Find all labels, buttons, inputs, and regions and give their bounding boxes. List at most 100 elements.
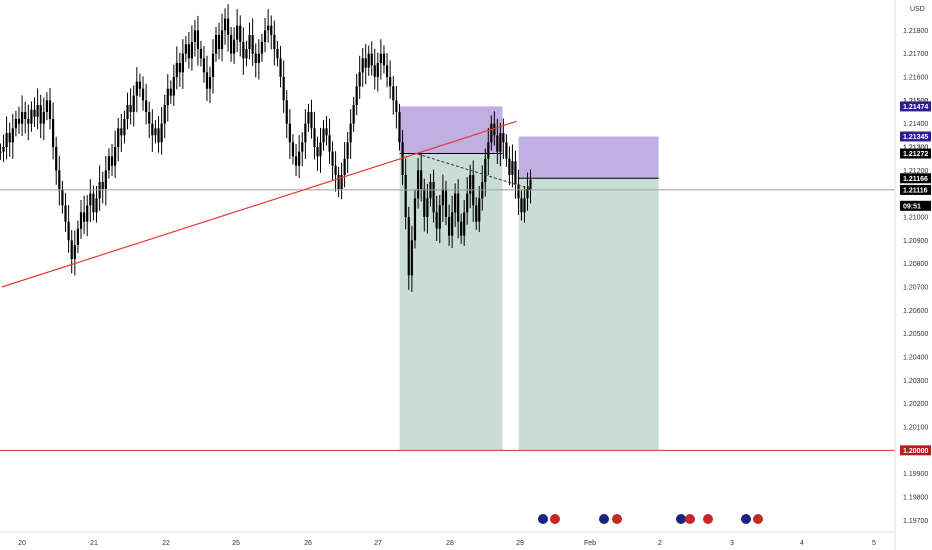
position-2-stop-zone[interactable] [518, 136, 659, 179]
candle [245, 40, 248, 67]
price-tag[interactable]: 1.21474 [900, 101, 931, 112]
candle [435, 195, 438, 242]
time-axis[interactable]: 20 21 22 25 26 27 28 29 Feb 2 3 4 5 [18, 540, 876, 547]
price-tick-label: 1.21200 [903, 168, 928, 175]
price-tag[interactable]: 1.21166 [900, 173, 931, 184]
candle-body [181, 53, 184, 73]
candle-body [64, 205, 67, 222]
price-tag[interactable]: 1.21272 [900, 148, 931, 159]
candle [126, 92, 129, 130]
candle-body [466, 193, 469, 213]
candle-body [229, 35, 233, 54]
candle [285, 90, 288, 139]
candle-body [490, 123, 493, 143]
candle [132, 85, 135, 127]
price-tick-label: 1.21800 [903, 28, 928, 35]
candle [14, 110, 18, 137]
candle-body [395, 100, 398, 112]
candle-body [30, 109, 33, 124]
price-tag-box [900, 184, 931, 195]
candle [114, 130, 117, 179]
candle [123, 110, 126, 144]
candle-body [24, 112, 27, 119]
candle [48, 87, 52, 130]
price-axis[interactable]: USD 1.218001.217001.216001.215001.214001… [903, 6, 928, 525]
price-tick-label: 1.19700 [903, 518, 928, 525]
candle [202, 45, 206, 83]
candle [36, 88, 39, 130]
time-tick-label: 20 [18, 540, 26, 547]
candle-body [273, 35, 276, 49]
price-tick-label: 1.20400 [903, 355, 928, 362]
event-marker-4[interactable] [703, 514, 713, 524]
trendline[interactable] [1, 120, 517, 288]
candle-body [454, 193, 457, 213]
candle-body [14, 119, 18, 129]
candle-body [270, 25, 273, 35]
candle-body [523, 198, 526, 213]
position-2-target-zone[interactable] [518, 178, 659, 451]
candle-body [316, 147, 319, 157]
candle [469, 164, 472, 209]
candle-body [413, 198, 417, 241]
candle [273, 20, 276, 66]
candle-body [55, 147, 58, 171]
price-tick-label: 1.21600 [903, 75, 928, 82]
candle [104, 155, 107, 206]
price-tick-label: 1.21300 [903, 145, 928, 152]
candle-body [163, 105, 166, 124]
position-1-target-zone[interactable] [399, 153, 503, 451]
candle [199, 40, 203, 67]
candle-body [463, 212, 466, 236]
candle [129, 88, 132, 125]
price-tag[interactable]: 1.21116 [900, 184, 931, 195]
candle-body [67, 221, 70, 241]
candle [148, 101, 151, 139]
drawing-layer [399, 106, 659, 451]
candle-body [401, 142, 404, 175]
price-tick-label: 1.19900 [903, 471, 928, 478]
candle-body [331, 151, 334, 166]
candle [331, 141, 334, 181]
event-marker-5[interactable] [741, 514, 763, 524]
price-tag-box [900, 131, 931, 142]
position-1-stop-zone[interactable] [399, 106, 503, 154]
candle-body [404, 175, 407, 217]
price-tick-label: 1.21500 [903, 98, 928, 105]
price-tick-label: 1.20800 [903, 261, 928, 268]
candle-body [254, 53, 257, 63]
candle-body [260, 42, 264, 54]
candle [160, 107, 163, 155]
candle-body [61, 189, 64, 206]
candle [407, 206, 410, 290]
candle [346, 132, 349, 174]
event-marker-3[interactable] [676, 514, 695, 524]
candle-body [313, 128, 316, 147]
candle-body [373, 65, 376, 77]
candle [328, 118, 331, 165]
candle-body [505, 142, 508, 159]
candle-body [0, 151, 2, 153]
candle-body [487, 142, 490, 159]
candle [30, 101, 33, 132]
time-tick-label: 28 [446, 540, 454, 547]
candle-body [196, 30, 200, 49]
candle-body [469, 175, 472, 194]
event-marker-1[interactable] [538, 514, 560, 524]
event-markers[interactable] [538, 514, 763, 524]
candle [33, 97, 36, 127]
price-tag[interactable]: 1.21345 [900, 131, 931, 142]
event-marker-2[interactable] [599, 514, 622, 524]
candle-body [33, 109, 36, 117]
candle-body [45, 100, 49, 112]
candle-body [104, 170, 107, 189]
candle [229, 26, 233, 62]
candle-body [11, 128, 14, 143]
candle-body [151, 123, 154, 136]
candle [92, 185, 95, 221]
price-tag[interactable]: 09:51 [900, 200, 931, 211]
price-tag[interactable]: 1.20000 [900, 445, 931, 456]
candle [484, 148, 487, 197]
